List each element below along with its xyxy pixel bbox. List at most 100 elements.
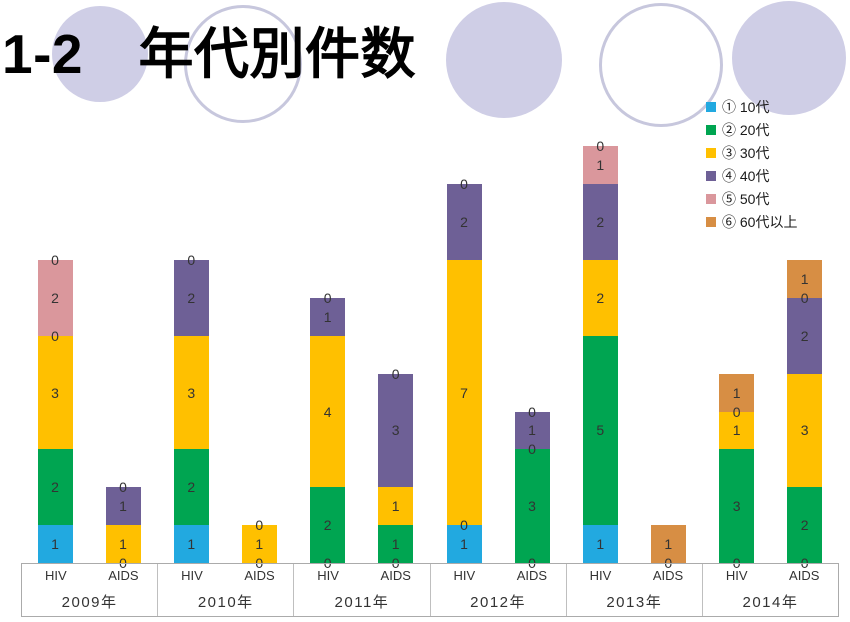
bar-value-label: 1 <box>528 422 536 439</box>
axis-group-2012年: HIV AIDS 2012年 <box>431 564 567 616</box>
bar-2009年-HIV: 1 2 3 0 2 0 <box>37 131 73 563</box>
bar-value-label: 1 <box>119 498 127 515</box>
bar-value-label: 1 <box>800 270 809 287</box>
legend-swatch-icon <box>706 170 716 181</box>
axis-year-label: 2014年 <box>742 594 799 611</box>
legend-item-4: ④ 40代 <box>706 164 797 187</box>
axis-year-label: 2011年 <box>334 594 390 611</box>
bar-value-label: 1 <box>664 536 673 553</box>
axis-subcategory-row: HIV AIDS <box>158 564 293 587</box>
bar-value-label: 2 <box>800 517 809 534</box>
axis-subcategory-row: HIV AIDS <box>703 564 838 587</box>
bar-segment-⑤ 50代 <box>37 259 73 336</box>
bar-value-label: 0 <box>528 441 536 458</box>
axis-label-aids: AIDS <box>789 568 820 583</box>
legend-swatch-icon <box>706 101 716 112</box>
bar-segment-① 10代 <box>173 525 209 563</box>
bar-value-label: 2 <box>51 289 59 306</box>
bar-segment-② 20代 <box>173 449 209 526</box>
axis-subcategory-row: HIV AIDS <box>22 564 157 587</box>
axis-group-2011年: HIV AIDS 2011年 <box>294 564 431 616</box>
bar-segment-② 20代 <box>37 449 73 526</box>
bar-segment-③ 30代 <box>378 487 414 526</box>
legend-label: ⑤ 50代 <box>722 190 770 207</box>
legend-swatch-icon <box>706 147 716 158</box>
bar-value-label: 1 <box>732 384 741 401</box>
bar-value-label: 3 <box>391 422 400 439</box>
axis-label-hiv: HIV <box>44 568 67 583</box>
bar-value-label: 1 <box>187 536 196 553</box>
bar-segment-③ 30代 <box>105 525 141 563</box>
circle-decoration <box>732 1 846 115</box>
bar-value-label: 1 <box>596 157 605 174</box>
bar-value-label: 1 <box>732 422 741 439</box>
axis-year-label: 2012年 <box>470 594 527 611</box>
bar-segment-④ 40代 <box>378 373 414 488</box>
bar-segment-④ 40代 <box>787 297 823 374</box>
bar-value-label: 0 <box>460 517 468 534</box>
bar-value-label: 1 <box>323 308 332 325</box>
axis-year-label: 2009年 <box>61 594 118 611</box>
axis-label-hiv: HIV <box>725 568 748 583</box>
axis-label-hiv: HIV <box>589 568 612 583</box>
bar-value-label: 2 <box>460 214 468 231</box>
axis-year-label: 2013年 <box>606 594 663 611</box>
axis-subcategory-row: HIV AIDS <box>567 564 702 587</box>
legend-label: ④ 40代 <box>722 167 770 184</box>
bar-value-label: 1 <box>391 498 400 515</box>
axis-label-aids: AIDS <box>108 568 139 583</box>
circle-decoration <box>184 5 302 123</box>
bar-value-label: 2 <box>187 289 196 306</box>
bar-value-label: 0 <box>528 403 536 420</box>
legend-label: ③ 30代 <box>722 144 770 161</box>
legend-swatch-icon <box>706 193 716 204</box>
axis-label-aids: AIDS <box>380 568 411 583</box>
bar-segment-② 20代 <box>378 525 414 563</box>
circle-decoration <box>446 2 562 118</box>
bar-segment-⑥ 60代以上 <box>650 525 686 563</box>
legend-item-5: ⑤ 50代 <box>706 187 797 210</box>
bar-segment-① 10代 <box>37 525 73 563</box>
bar-segment-③ 30代 <box>446 260 482 526</box>
bar-segment-④ 40代 <box>173 259 209 336</box>
legend-item-2: ② 20代 <box>706 118 797 141</box>
legend-swatch-icon <box>706 216 716 227</box>
bar-segment-③ 30代 <box>787 373 823 488</box>
bar-value-label: 0 <box>732 403 741 420</box>
axis-group-2014年: HIV AIDS 2014年 <box>703 564 838 616</box>
bar-value-label: 1 <box>255 536 264 553</box>
legend-item-1: ① 10代 <box>706 95 797 118</box>
bar-segment-③ 30代 <box>310 335 346 488</box>
bar-value-label: 0 <box>51 327 59 344</box>
bar-value-label: 1 <box>460 536 468 553</box>
legend-item-3: ③ 30代 <box>706 141 797 164</box>
bar-value-label: 2 <box>323 517 332 534</box>
circle-decoration <box>599 3 723 127</box>
bar-value-label: 2 <box>187 479 196 496</box>
bar-value-label: 0 <box>51 252 59 268</box>
bar-value-label: 0 <box>323 289 332 306</box>
axis-label-aids: AIDS <box>652 568 684 583</box>
bar-2013年-HIV: 1 5 2 2 1 0 <box>582 131 618 563</box>
bar-segment-⑤ 50代 <box>582 146 618 185</box>
bar-value-label: 1 <box>391 536 400 553</box>
circle-decoration <box>52 6 148 102</box>
axis-year-label: 2010年 <box>197 594 254 611</box>
bar-segment-② 20代 <box>582 335 618 526</box>
bar-segment-② 20代 <box>310 487 346 563</box>
bar-segment-③ 30代 <box>582 259 618 336</box>
bar-value-label: 3 <box>732 498 741 515</box>
bar-segment-⑥ 60代以上 <box>787 260 823 298</box>
bar-value-label: 1 <box>51 536 59 553</box>
bar-segment-③ 30代 <box>37 335 73 450</box>
bar-value-label: 2 <box>800 327 809 344</box>
